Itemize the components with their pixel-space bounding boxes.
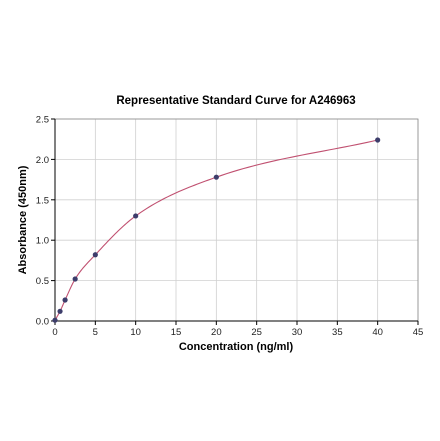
x-tick-label: 5	[93, 327, 98, 338]
x-axis-label: Concentration (ng/ml)	[179, 341, 294, 353]
y-tick-label: 2.5	[36, 115, 49, 126]
data-point	[375, 137, 381, 143]
data-point	[57, 308, 63, 314]
chart-title: Representative Standard Curve for A24696…	[116, 95, 355, 107]
y-tick-label: 0.0	[36, 317, 49, 328]
x-tick-label: 15	[171, 327, 182, 338]
x-tick-label: 45	[413, 327, 424, 338]
data-point	[62, 297, 68, 303]
y-tick-label: 1.0	[36, 236, 49, 247]
data-point	[72, 276, 78, 282]
x-tick-label: 25	[251, 327, 262, 338]
y-tick-label: 1.5	[36, 195, 49, 206]
data-point	[133, 213, 139, 219]
x-tick-label: 20	[211, 327, 222, 338]
x-tick-label: 30	[292, 327, 303, 338]
x-tick-label: 0	[52, 327, 57, 338]
plot-frame	[54, 118, 419, 322]
grid-lines	[54, 118, 419, 322]
data-point	[213, 174, 219, 180]
data-point	[92, 252, 98, 258]
y-tick-label: 0.5	[36, 276, 49, 287]
tick-labels: 0 5 10 15 20 25 30 35 40 45 0.0 0.5 1.0 1.5 2.0 2.5	[36, 115, 424, 339]
axes	[54, 118, 419, 322]
y-tick-label: 2.0	[36, 155, 49, 166]
y-axis-label: Absorbance (450nm)	[17, 165, 29, 274]
x-tick-label: 35	[332, 327, 343, 338]
x-tick-label: 10	[130, 327, 141, 338]
x-tick-label: 40	[372, 327, 383, 338]
data-point	[52, 317, 58, 323]
data-points	[52, 137, 381, 323]
